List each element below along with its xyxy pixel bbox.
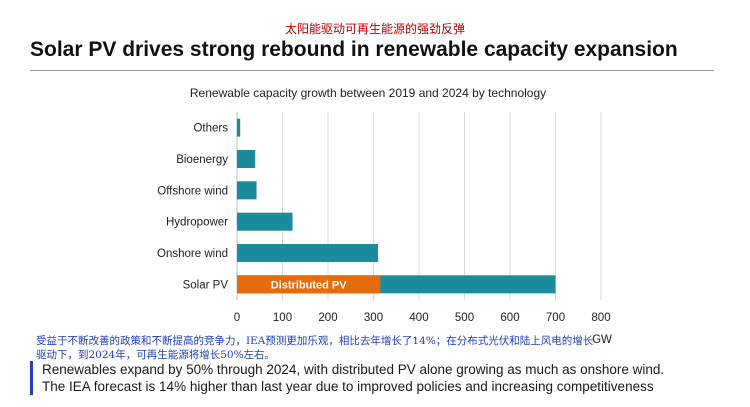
- category-label: Solar PV: [183, 279, 229, 291]
- category-labels: Others Bioenergy Offshore wind Hydropower On…: [157, 123, 228, 292]
- x-tick-label: 100: [273, 312, 292, 324]
- x-tick-label: 600: [500, 312, 519, 324]
- bar-others: [237, 118, 241, 137]
- segment-label: Distributed PV: [271, 279, 347, 291]
- bar-onshore-wind: [237, 244, 379, 262]
- x-tick-labels: 0 100 200 300 400 500 600 700 800: [234, 312, 611, 324]
- x-axis-unit: GW: [592, 334, 612, 346]
- x-tick-label: 200: [318, 312, 337, 324]
- bars: Distributed PV: [237, 118, 556, 294]
- bar-bioenergy: [237, 150, 256, 168]
- category-label: Bioenergy: [176, 154, 228, 166]
- segment-distributed-pv: [237, 275, 381, 294]
- summary-line-1: Renewables expand by 50% through 2024, w…: [42, 362, 665, 377]
- bar-offshore-wind: [237, 181, 257, 200]
- slide-title: Solar PV drives strong rebound in renewa…: [30, 38, 678, 61]
- title-divider: [30, 70, 714, 71]
- category-label: Offshore wind: [157, 185, 228, 197]
- chinese-title: 太阳能驱动可再生能源的强劲反弹: [284, 22, 465, 36]
- category-label: Hydropower: [166, 217, 228, 229]
- summary-line-2: The IEA forecast is 14% higher than last…: [42, 379, 654, 394]
- x-tick-label: 800: [591, 312, 610, 324]
- x-tick-label: 300: [364, 312, 383, 324]
- gridlines: [282, 112, 602, 300]
- english-summary: Renewables expand by 50% through 2024, w…: [30, 361, 730, 395]
- chinese-summary: 受益于不断改善的政策和不断提高的竞争力，IEA预测更加乐观，相比去年增长了14%…: [36, 335, 594, 361]
- bar-hydropower: [237, 212, 293, 231]
- x-tick-label: 0: [234, 312, 240, 324]
- category-label: Onshore wind: [157, 248, 228, 260]
- chart-title: Renewable capacity growth between 2019 a…: [190, 86, 546, 100]
- category-label: Others: [193, 123, 228, 135]
- x-tick-label: 700: [546, 312, 565, 324]
- x-tick-label: 400: [409, 312, 428, 324]
- x-tick-label: 500: [455, 312, 474, 324]
